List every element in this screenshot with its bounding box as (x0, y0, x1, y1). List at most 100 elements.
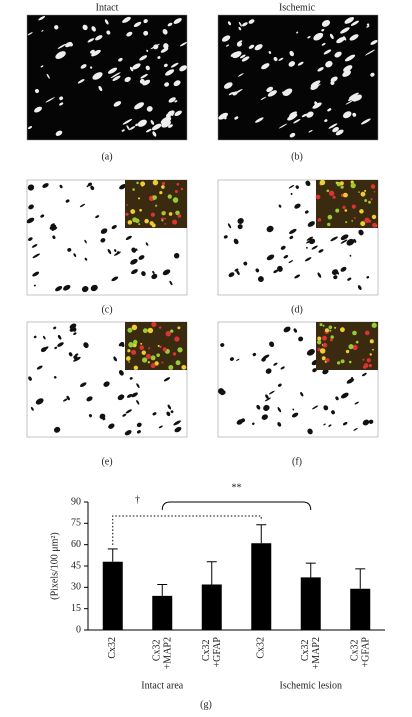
inset-dot (131, 349, 137, 355)
inset-dot (177, 214, 182, 218)
cell (104, 19, 109, 25)
cell (237, 224, 243, 230)
y-tick-label: 60 (71, 539, 81, 550)
cell (350, 377, 354, 380)
cell (346, 238, 355, 246)
cell (145, 128, 152, 133)
cell (33, 284, 36, 287)
cell (307, 221, 315, 227)
cell (293, 328, 298, 333)
inset-dot (315, 194, 321, 200)
cell (65, 199, 70, 203)
inset-dot (325, 358, 330, 363)
cell (168, 97, 176, 103)
cell (95, 215, 100, 219)
inset-dot (326, 189, 330, 193)
bar (152, 595, 173, 630)
cell (344, 17, 355, 24)
cell (311, 405, 319, 410)
cell (366, 25, 370, 28)
cell (57, 43, 67, 49)
cell (136, 422, 142, 428)
cell (136, 430, 141, 434)
cell (366, 23, 370, 26)
cell (87, 182, 93, 187)
cell (160, 116, 172, 125)
cell (173, 80, 181, 87)
cell (45, 97, 55, 103)
cell (142, 79, 151, 86)
cell (126, 31, 133, 37)
inset-dot (319, 323, 323, 327)
cell (325, 60, 333, 68)
cell (266, 254, 275, 261)
cell (264, 397, 271, 402)
cell (291, 412, 299, 418)
cell (370, 72, 375, 77)
cell (342, 70, 352, 77)
cell (241, 56, 250, 62)
panel-label: (f) (292, 456, 302, 467)
group-label: Ischemic lesion (280, 680, 342, 691)
cell (146, 49, 149, 52)
inset-dot (161, 361, 164, 364)
cell (90, 284, 98, 292)
inset-dot (140, 342, 143, 345)
cell (122, 413, 127, 417)
cell (236, 419, 244, 425)
cell (46, 73, 50, 79)
cell (86, 185, 89, 188)
cell (122, 118, 133, 125)
inset-dot (180, 187, 184, 191)
cell (26, 217, 35, 224)
inset-dot (351, 220, 354, 222)
y-tick-label: 0 (76, 624, 81, 635)
cell (113, 251, 121, 256)
cell (308, 238, 316, 245)
cell (340, 239, 348, 244)
cell (98, 85, 103, 92)
cell (350, 20, 359, 26)
inset-dot (372, 348, 374, 351)
inset-dot (352, 344, 358, 351)
inset-dot (148, 347, 151, 350)
cell (87, 38, 95, 43)
cell (335, 396, 339, 401)
inset-dot (157, 344, 160, 347)
cell (370, 39, 378, 45)
cell (137, 119, 147, 127)
cell (360, 118, 371, 125)
bar (251, 543, 272, 630)
cell (335, 270, 339, 275)
cell (140, 73, 148, 79)
cell (152, 131, 157, 137)
cell (348, 96, 355, 101)
cell (252, 422, 255, 425)
inset-dot (364, 330, 370, 336)
cell (173, 252, 180, 259)
cell (288, 61, 296, 67)
cell (150, 43, 160, 50)
micrograph (217, 14, 379, 141)
cell (278, 123, 288, 129)
cell (32, 271, 40, 277)
cell (305, 180, 311, 187)
cell (268, 390, 275, 395)
cell (106, 30, 111, 35)
inset-dot (364, 217, 370, 223)
cell (329, 33, 334, 40)
cell (273, 56, 278, 62)
inset-dot (156, 353, 160, 357)
cell (289, 228, 297, 234)
inset-dot (317, 218, 322, 222)
cell (342, 111, 352, 119)
cell (95, 35, 103, 41)
cell (100, 228, 108, 234)
cell (366, 276, 370, 279)
cell (55, 51, 66, 60)
cell (306, 246, 308, 249)
cell (321, 28, 325, 32)
cell (306, 239, 312, 244)
cell (248, 19, 255, 24)
cell (237, 73, 244, 77)
